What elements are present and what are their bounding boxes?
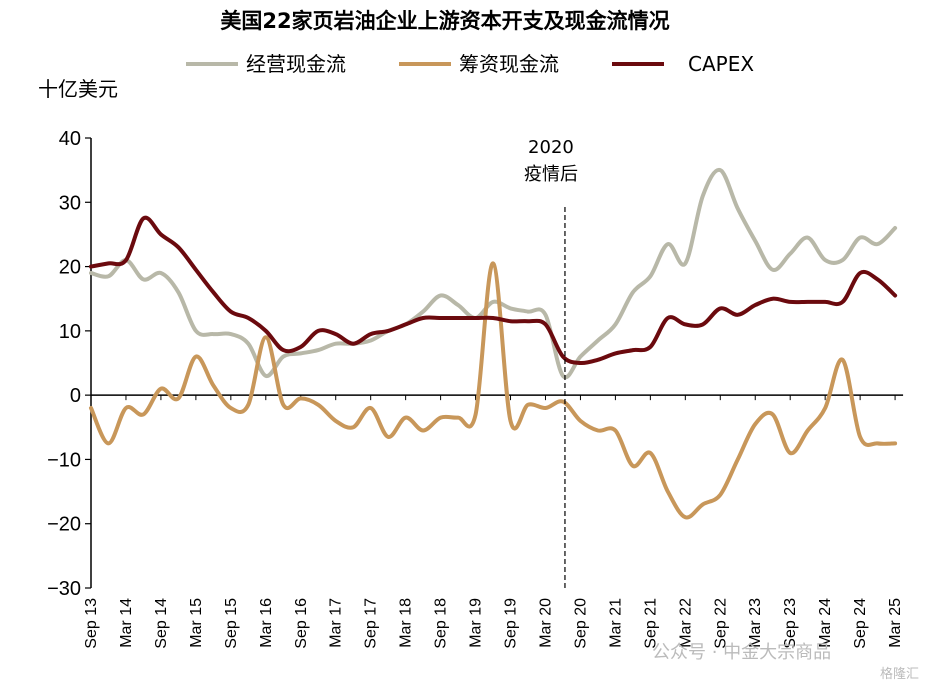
- y-tick-label: −30: [47, 578, 81, 600]
- legend-label-operating-cash-flow: 经营现金流: [246, 52, 346, 76]
- annotation-post-pandemic: 疫情后: [524, 164, 578, 185]
- x-tick-label: Sep 19: [503, 598, 520, 649]
- y-tick-label: −10: [47, 449, 81, 471]
- y-tick-label: −20: [47, 514, 81, 536]
- chart-title: 美国22家页岩油企业上游资本开支及现金流情况: [220, 9, 669, 33]
- x-tick-label: Mar 16: [258, 598, 275, 648]
- x-tick-label: Sep 15: [223, 598, 240, 649]
- watermark-text: 公众号 · 中金大宗商品: [652, 642, 831, 663]
- x-tick-label: Sep 20: [572, 598, 589, 649]
- legend-label-capex: CAPEX: [688, 52, 754, 76]
- annotation-layer: 2020 疫情后: [524, 137, 578, 588]
- x-tick-label: Sep 16: [293, 598, 310, 649]
- y-tick-label: 30: [59, 192, 81, 214]
- x-tick-label: Sep 13: [83, 598, 100, 649]
- x-tick-label: Sep 23: [782, 598, 799, 649]
- series-line-operating-cash-flow: [89, 167, 898, 380]
- series-layer: [89, 167, 898, 520]
- annotation-year: 2020: [528, 137, 574, 158]
- x-tick-label: Mar 17: [328, 598, 345, 648]
- y-tick-label: 0: [70, 385, 81, 407]
- series-line-capex: [89, 215, 898, 366]
- y-tick-label: 20: [59, 257, 81, 279]
- x-tick-label: Mar 23: [747, 598, 764, 648]
- x-tick-label: Mar 14: [118, 598, 135, 648]
- x-tick-label: Sep 22: [712, 598, 729, 649]
- x-tick-label: Sep 21: [642, 598, 659, 649]
- legend-label-financing-cash-flow: 筹资现金流: [459, 52, 559, 76]
- x-tick-label: Sep 14: [153, 598, 170, 649]
- x-tick-label: Sep 17: [363, 598, 380, 649]
- x-tick-label: Sep 24: [852, 598, 869, 649]
- x-tick-label: Mar 25: [887, 598, 904, 648]
- x-tick-label: Mar 19: [468, 598, 485, 648]
- x-tick-label: Mar 18: [398, 598, 415, 648]
- y-tick-label: 40: [59, 128, 81, 150]
- x-tick-label: Mar 20: [537, 598, 554, 648]
- watermark-sub: 格隆汇: [880, 666, 919, 682]
- x-tick-label: Sep 18: [433, 598, 450, 649]
- y-tick-label: 10: [59, 321, 81, 343]
- y-axis-unit-label: 十亿美元: [38, 77, 118, 101]
- legend: 经营现金流 筹资现金流 CAPEX: [186, 52, 754, 76]
- x-tick-label: Mar 22: [677, 598, 694, 648]
- x-tick-label: Mar 21: [607, 598, 624, 648]
- x-tick-label: Mar 24: [817, 598, 834, 648]
- series-line-financing-cash-flow: [89, 261, 898, 520]
- x-tick-label: Mar 15: [188, 598, 205, 648]
